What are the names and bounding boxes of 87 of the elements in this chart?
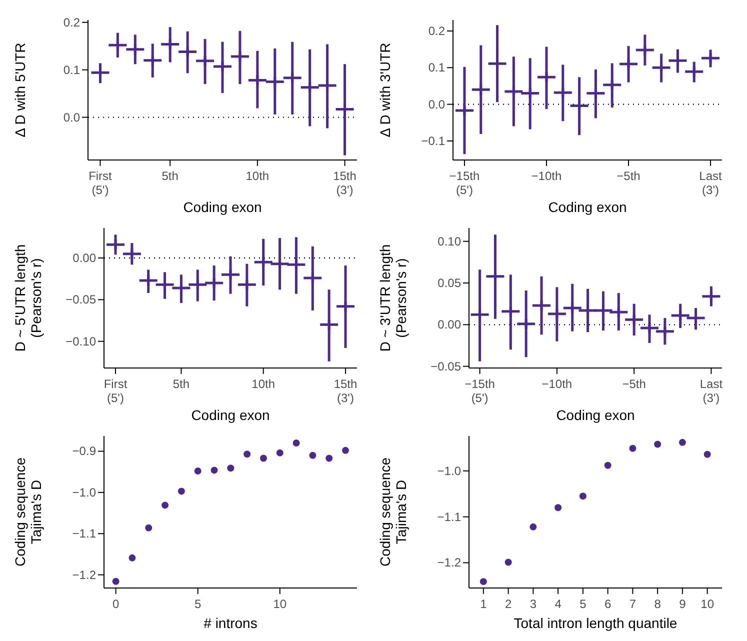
point	[326, 454, 333, 462]
x-tick-label: Last (3')	[699, 169, 723, 197]
point	[554, 504, 562, 512]
y-axis-title: Δ D with 5'UTR	[12, 42, 28, 138]
x-tick-label: 5th	[172, 377, 190, 391]
y-tick-label: −0.1	[421, 134, 446, 148]
y-tick-label: 0.1	[428, 60, 446, 75]
point	[678, 438, 686, 446]
x-tick-label: 10th	[252, 377, 276, 391]
x-axis-title: # introns	[204, 615, 258, 631]
x-tick-label: −10th	[531, 169, 562, 183]
x-tick-label: −5th	[622, 377, 646, 391]
y-tick-label: 0.10	[438, 234, 462, 248]
point	[112, 578, 120, 585]
y-tick-label: −1.1	[72, 526, 96, 541]
y-tick-label: 0.0	[63, 110, 80, 124]
y-tick-label: −1.1	[437, 510, 462, 524]
x-tick-label: 5th	[162, 169, 178, 183]
y-axis-title: Δ D with 3'UTR	[377, 42, 393, 138]
x-tick-label: 0	[112, 597, 120, 611]
x-tick-label: First (5')	[88, 169, 113, 197]
point	[145, 524, 152, 532]
x-tick-label: 5	[580, 597, 587, 611]
point	[530, 523, 537, 530]
x-tick-label: 7	[629, 597, 636, 611]
x-tick-label: 10	[700, 597, 714, 611]
y-tick-label: 0.1	[63, 62, 80, 77]
point	[194, 468, 202, 475]
x-axis-title: Coding exon	[191, 407, 270, 423]
x-tick-label: 9	[679, 597, 686, 611]
point	[210, 466, 218, 474]
x-tick-label: −15th (5')	[464, 377, 495, 405]
x-tick-label: 2	[504, 597, 512, 611]
y-tick-label: 0.0	[428, 97, 446, 112]
x-tick-label: Last (3')	[700, 377, 724, 405]
x-tick-label: 15th (3')	[333, 169, 356, 197]
x-tick-label: 1	[480, 597, 488, 611]
point	[629, 444, 636, 452]
point	[504, 558, 512, 566]
point	[292, 440, 300, 447]
y-axis-title: D ~ 3'UTR length (Pearson's r)	[377, 244, 409, 352]
y-tick-label: −0.05	[66, 292, 96, 307]
x-tick-label: 6	[604, 597, 612, 611]
x-axis-title: Coding exon	[548, 199, 627, 215]
x-tick-label: 15th (3')	[334, 377, 358, 405]
point	[227, 464, 234, 472]
y-tick-label: 0.05	[438, 276, 462, 290]
y-tick-label: 0.2	[63, 15, 80, 30]
point	[309, 452, 316, 459]
y-tick-label: 0.00	[72, 251, 96, 265]
point	[178, 488, 185, 495]
point	[704, 450, 711, 458]
y-tick-label: −0.9	[72, 444, 96, 458]
point	[579, 492, 586, 500]
x-tick-label: First (5')	[104, 377, 128, 405]
x-tick-label: −10th	[542, 377, 572, 391]
y-tick-label: −1.2	[72, 568, 96, 582]
y-axis-title: Coding sequence Tajima's D	[377, 457, 409, 566]
x-tick-label: 10	[273, 597, 287, 611]
point	[654, 440, 662, 448]
y-tick-label: −1.0	[437, 464, 462, 478]
point	[480, 578, 487, 586]
x-tick-label: 10th	[246, 169, 270, 183]
y-tick-label: −1.2	[437, 556, 462, 570]
x-axis-title: Total intron length quantile	[514, 615, 678, 631]
y-axis-title: Coding sequence Tajima's D	[12, 457, 44, 566]
y-tick-label: −0.10	[66, 334, 96, 348]
y-tick-label: −1.0	[72, 485, 96, 500]
x-axis-title: Coding exon	[556, 407, 635, 423]
y-axis-title: D ~ 5'UTR length (Pearson's r)	[12, 244, 44, 352]
y-tick-label: 0.00	[438, 318, 462, 332]
x-tick-label: −5th	[616, 169, 640, 183]
point	[162, 502, 169, 509]
point	[128, 554, 136, 562]
point	[260, 454, 267, 462]
x-tick-label: 4	[554, 597, 562, 611]
y-tick-label: −0.05	[430, 359, 462, 374]
x-tick-label: 8	[654, 597, 662, 611]
x-tick-label: 5	[194, 597, 202, 611]
point	[604, 462, 612, 469]
x-tick-label: −15th (5')	[449, 169, 480, 197]
point	[244, 450, 251, 458]
point	[342, 446, 350, 454]
point	[276, 449, 284, 456]
x-tick-label: 3	[530, 597, 537, 611]
y-tick-label: 0.2	[428, 24, 446, 38]
x-axis-title: Coding exon	[183, 199, 262, 215]
